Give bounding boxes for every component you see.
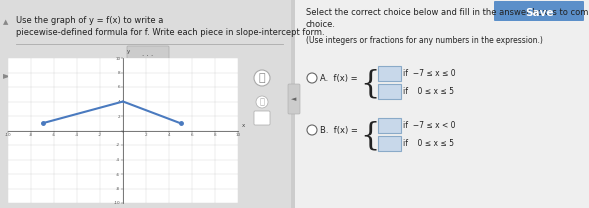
Text: {: { bbox=[360, 68, 380, 99]
Text: ◄: ◄ bbox=[292, 96, 297, 102]
FancyBboxPatch shape bbox=[378, 83, 401, 99]
Text: ►: ► bbox=[3, 70, 11, 80]
FancyBboxPatch shape bbox=[494, 1, 584, 21]
Text: choice.: choice. bbox=[306, 20, 336, 29]
FancyBboxPatch shape bbox=[127, 46, 169, 60]
Text: . . .: . . . bbox=[143, 51, 154, 57]
FancyBboxPatch shape bbox=[378, 118, 401, 132]
Text: if    0 ≤ x ≤ 5: if 0 ≤ x ≤ 5 bbox=[403, 139, 454, 147]
Bar bbox=[0, 0, 295, 208]
Text: Use the graph of y = f(x) to write a: Use the graph of y = f(x) to write a bbox=[16, 16, 163, 25]
Text: ⌕: ⌕ bbox=[260, 98, 264, 106]
Text: piecewise-defined formula for f. Write each piece in slope-intercept form.: piecewise-defined formula for f. Write e… bbox=[16, 28, 325, 37]
Circle shape bbox=[254, 70, 270, 86]
Text: y: y bbox=[127, 49, 130, 54]
Bar bbox=[291, 0, 295, 208]
Text: A.  f(x) =: A. f(x) = bbox=[320, 73, 358, 83]
Text: if    0 ≤ x ≤ 5: if 0 ≤ x ≤ 5 bbox=[403, 87, 454, 95]
Text: Save: Save bbox=[525, 8, 553, 18]
Bar bbox=[295, 0, 589, 208]
Circle shape bbox=[256, 96, 268, 108]
Text: if  −7 ≤ x < 0: if −7 ≤ x < 0 bbox=[403, 120, 455, 130]
Text: Select the correct choice below and fill in the answer boxes to complete you: Select the correct choice below and fill… bbox=[306, 8, 589, 17]
FancyBboxPatch shape bbox=[378, 66, 401, 80]
Text: ⌕: ⌕ bbox=[259, 73, 265, 83]
FancyBboxPatch shape bbox=[288, 84, 300, 114]
Text: if  −7 ≤ x ≤ 0: if −7 ≤ x ≤ 0 bbox=[403, 68, 456, 78]
Text: {: { bbox=[360, 120, 380, 151]
Text: x: x bbox=[242, 123, 246, 128]
Text: B.  f(x) =: B. f(x) = bbox=[320, 125, 358, 135]
Text: ▲: ▲ bbox=[3, 19, 8, 25]
Text: (Use integers or fractions for any numbers in the expression.): (Use integers or fractions for any numbe… bbox=[306, 36, 543, 45]
FancyBboxPatch shape bbox=[378, 135, 401, 151]
FancyBboxPatch shape bbox=[254, 111, 270, 125]
Circle shape bbox=[307, 125, 317, 135]
Circle shape bbox=[307, 73, 317, 83]
